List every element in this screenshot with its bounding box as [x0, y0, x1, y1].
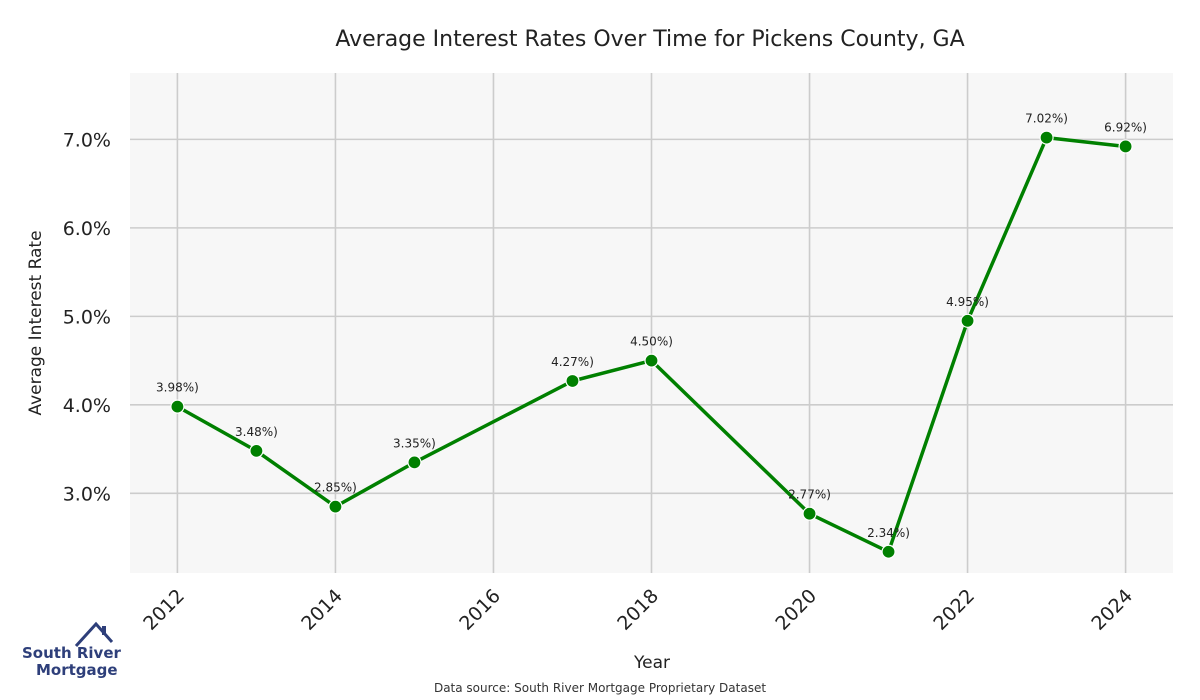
x-axis-label: Year: [633, 653, 670, 673]
data-label: 3.98%): [156, 381, 199, 395]
y-axis-ticks: 3.0% 4.0% 5.0% 6.0% 7.0%: [63, 129, 111, 505]
data-label: 2.85%): [314, 481, 357, 495]
x-tick-label: 2016: [455, 585, 505, 635]
x-tick-label: 2020: [771, 585, 821, 635]
data-point: [960, 313, 975, 328]
x-axis-ticks: 2012 2014 2016 2018 2020 2022 2024: [139, 585, 1137, 635]
data-point: [802, 506, 817, 521]
y-tick-label: 3.0%: [63, 483, 111, 505]
data-label: 3.48%): [235, 425, 278, 439]
data-label: 4.50%): [630, 335, 673, 349]
y-tick-label: 5.0%: [63, 306, 111, 328]
x-tick-label: 2018: [613, 585, 663, 635]
data-point: [407, 455, 422, 470]
chart-title: Average Interest Rates Over Time for Pic…: [335, 27, 964, 52]
data-label: 2.77%): [788, 488, 831, 502]
y-tick-label: 4.0%: [63, 395, 111, 417]
data-point: [249, 443, 264, 458]
x-tick-label: 2024: [1087, 585, 1137, 635]
house-roof-icon: [74, 621, 114, 648]
data-point: [565, 373, 580, 389]
y-tick-label: 6.0%: [63, 218, 111, 240]
data-labels: 3.98%) 3.48%) 2.85%) 3.35%) 4.27%) 4.50%) 2.77…: [156, 112, 1147, 540]
series-group: [170, 130, 1133, 559]
data-label: 7.02%): [1025, 112, 1068, 126]
logo-text-mortgage: Mortgage: [36, 661, 118, 679]
data-point: [1118, 139, 1133, 154]
data-label: 3.35%): [393, 436, 436, 450]
y-tick-label: 7.0%: [63, 129, 111, 151]
gridlines: [130, 73, 1173, 573]
data-point: [328, 499, 343, 514]
logo-text-south-river: South River: [22, 644, 121, 662]
data-label: 4.27%): [551, 355, 594, 369]
data-label: 6.92%): [1104, 120, 1147, 134]
data-point: [881, 544, 896, 559]
south-river-mortgage-logo: South River Mortgage: [22, 620, 121, 680]
x-tick-label: 2014: [297, 585, 347, 635]
data-label: 4.95%): [946, 295, 989, 309]
x-tick-label: 2012: [139, 585, 189, 635]
x-tick-label: 2022: [929, 585, 979, 635]
data-source-note: Data source: South River Mortgage Propri…: [433, 681, 767, 695]
data-point: [644, 353, 659, 368]
data-label: 2.34%): [867, 526, 910, 540]
data-point: [170, 399, 185, 414]
data-point: [1039, 130, 1054, 145]
y-axis-label: Average Interest Rate: [26, 230, 46, 415]
